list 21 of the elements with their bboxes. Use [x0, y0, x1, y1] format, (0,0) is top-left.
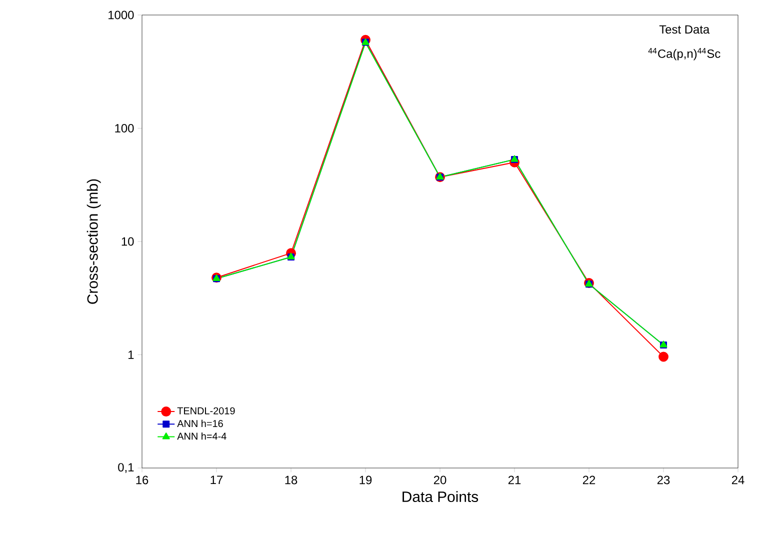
x-tick-label: 17 [210, 476, 223, 484]
legend-label: ANN h=16 [177, 420, 223, 428]
x-tick-label: 18 [285, 476, 298, 484]
annotation: Test Data [659, 25, 710, 34]
y-tick-label: 1 [128, 350, 134, 359]
x-tick-label: 19 [360, 476, 372, 484]
y-tick-label: 10 [122, 237, 134, 246]
y-axis-title: Cross-section (mb) [86, 179, 101, 304]
annotation: $^{44}$Ca(p,n)$^{44}$Sc [648, 48, 720, 60]
y-tick-label: 1000 [108, 10, 134, 20]
y-tick-label: 100 [115, 124, 134, 132]
x-tick-label: 22 [582, 476, 596, 484]
x-axis-title: Data Points [402, 491, 478, 502]
legend-label: TENDL-2019 [177, 407, 235, 414]
x-tick-label: 24 [732, 476, 744, 484]
x-tick-label: 21 [508, 476, 521, 484]
x-tick-label: 20 [434, 476, 446, 484]
legend-label: ANN h=4-4 [177, 432, 226, 440]
x-tick-label: 16 [136, 476, 148, 484]
x-tick-label: 23 [657, 476, 670, 484]
y-tick-label: 0,1 [118, 463, 134, 473]
